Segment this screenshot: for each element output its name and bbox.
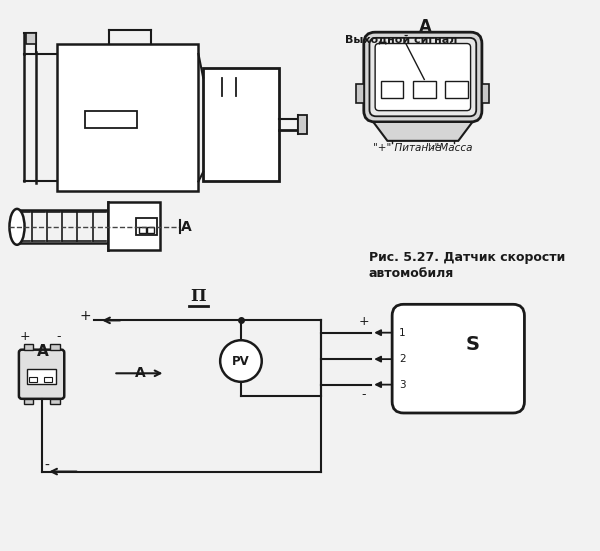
Text: "-"Масса: "-"Масса [426,143,472,153]
Bar [482,84,490,103]
Text: +: + [358,315,369,328]
Bar [50,344,59,350]
Bar [44,377,52,382]
Bar [23,399,33,404]
FancyBboxPatch shape [392,304,524,413]
Text: 2: 2 [399,354,406,364]
Bar [136,218,157,235]
Text: Π: Π [191,288,206,305]
Text: Рис. 5.27. Датчик скорости: Рис. 5.27. Датчик скорости [368,251,565,263]
Bar [139,227,146,233]
Bar [413,82,436,98]
FancyBboxPatch shape [19,350,64,399]
Text: -: - [56,330,61,343]
Text: +: + [19,330,30,343]
Bar [29,377,37,382]
Bar [28,369,56,383]
Text: +: + [79,309,91,323]
Bar [148,227,154,233]
FancyBboxPatch shape [370,38,476,116]
Text: S: S [466,336,479,354]
Bar [298,115,307,134]
Bar [445,82,468,98]
Bar [85,111,137,128]
Bar [203,68,279,181]
FancyBboxPatch shape [375,44,470,111]
Text: 1: 1 [399,328,406,338]
Bar [356,84,364,103]
Bar [26,33,36,45]
Ellipse shape [10,209,25,245]
Text: "+" Питание: "+" Питание [373,143,442,153]
Text: A: A [37,344,49,359]
Text: A: A [134,366,145,380]
Text: -: - [362,387,366,401]
Text: автомобиля: автомобиля [368,267,454,280]
Text: A: A [181,220,192,234]
Bar [23,344,33,350]
Text: Выходной сигнал: Выходной сигнал [345,35,457,45]
Text: 3: 3 [399,380,406,390]
Bar [50,399,59,404]
Circle shape [220,340,262,382]
Bar [108,202,160,251]
Text: A: A [419,19,431,36]
Bar [56,45,199,191]
FancyBboxPatch shape [364,32,482,122]
Text: PV: PV [232,354,250,368]
Bar [381,82,403,98]
Text: -: - [45,459,50,473]
Polygon shape [373,122,472,141]
